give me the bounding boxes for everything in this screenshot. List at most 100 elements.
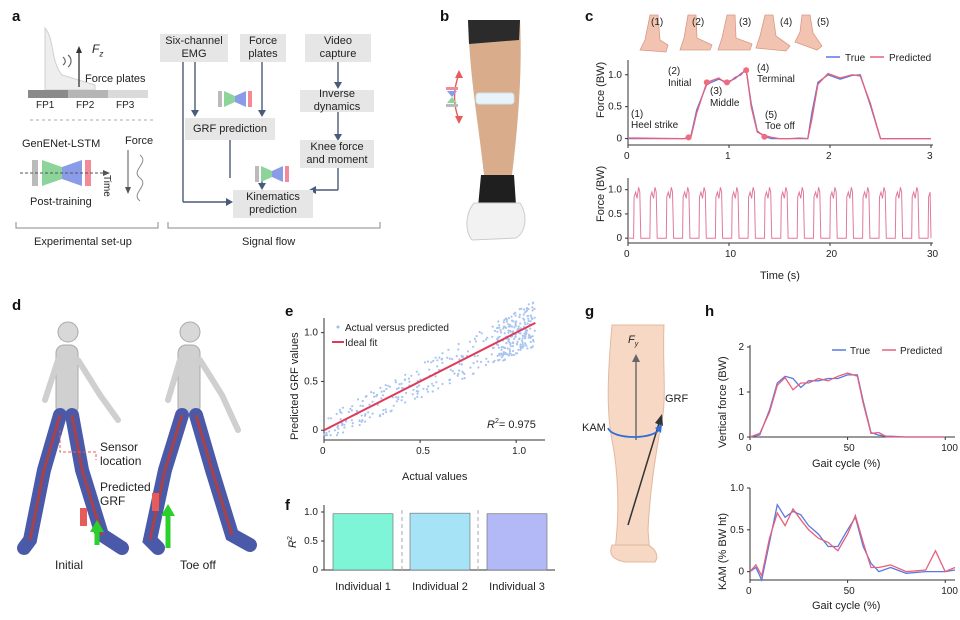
annot-terminal-num: (4) (757, 63, 769, 74)
phase-label-2: (2) (692, 17, 704, 28)
e-point (519, 348, 522, 351)
e-point (408, 380, 411, 383)
e-point (526, 322, 529, 325)
e-point (350, 419, 353, 422)
annot-terminal: Terminal (757, 74, 795, 85)
annot-toeoff-num: (5) (765, 110, 777, 121)
h-top-xtick-label-2: 100 (941, 443, 958, 454)
e-point (525, 330, 528, 333)
e-point (441, 382, 444, 386)
e-point (514, 352, 518, 355)
e-point (375, 395, 378, 398)
plate-fp1 (28, 90, 68, 98)
e-point (370, 391, 373, 394)
e-point (507, 317, 510, 320)
c-bottom-ytick-label-1: 0.5 (608, 209, 622, 220)
h-top-ytick-label-1: 1 (738, 387, 744, 398)
e-point (484, 363, 487, 367)
foot-outline (610, 544, 658, 563)
e-point (487, 360, 490, 363)
e-point (343, 423, 346, 426)
e-xtick-label-0: 0 (320, 446, 326, 457)
e-point (485, 357, 488, 360)
e-point (476, 360, 479, 363)
e-xlabel: Actual values (402, 471, 468, 483)
post-training-label: Post-training (30, 196, 92, 208)
e-point (502, 351, 505, 354)
e-point (329, 434, 332, 437)
f-bar-2 (409, 512, 471, 571)
c-legend-true: True (845, 53, 866, 64)
e-point (479, 360, 483, 363)
e-point (513, 337, 516, 340)
e-point (523, 308, 526, 311)
e-point (401, 395, 404, 399)
h-bottom-xtick-label-0: 0 (746, 586, 752, 597)
e-point (350, 409, 353, 412)
e-point (506, 347, 509, 350)
e-point (509, 343, 512, 346)
e-point (526, 309, 529, 312)
e-point (514, 335, 517, 338)
e-point (505, 320, 508, 323)
e-ticks: 0 0.5 1.0 0 0.5 1.0 (304, 328, 526, 457)
box-video: Video capture (305, 34, 371, 62)
h-top-ytick-label-2: 2 (738, 342, 744, 353)
e-point (385, 387, 388, 391)
sensor-location-label: Sensor location (100, 440, 142, 468)
e-point (484, 338, 488, 341)
e-point (330, 417, 333, 420)
h-bottom-series-true (749, 502, 956, 583)
e-point (398, 383, 401, 386)
panel-letter-a: a (12, 8, 21, 25)
e-point (425, 388, 429, 391)
g-grf-label: GRF (665, 393, 689, 405)
e-point (383, 390, 386, 393)
f-bars: Individual 1 Individual 2 Individual 3 0 0.5… (304, 507, 548, 593)
e-point (503, 319, 506, 322)
e-point (496, 330, 499, 333)
e-point (498, 352, 501, 355)
e-point (453, 372, 456, 375)
e-point (358, 419, 361, 423)
e-point (416, 395, 419, 398)
e-point (382, 409, 385, 412)
f-bar-3 (486, 513, 548, 571)
e-point (461, 356, 464, 359)
e-point (517, 348, 520, 351)
e-point (522, 345, 525, 348)
e-point (533, 329, 536, 332)
e-ytick-label-1: 0.5 (304, 376, 318, 387)
mini-net-b-bot (446, 104, 458, 107)
e-point (405, 391, 408, 395)
c-top-plot: 0 1 2 3 0 0.5 1.0 (608, 66, 933, 162)
f-ylabel: R2 (287, 536, 299, 548)
e-ytick-label-2: 1.0 (304, 328, 318, 339)
e-point (507, 331, 510, 334)
e-point (358, 424, 361, 427)
e-point (436, 359, 439, 362)
mini-net-icon-1 (218, 91, 252, 107)
e-point (417, 384, 421, 387)
f-ytick-label-0: 0 (312, 565, 318, 576)
e-point (361, 404, 364, 408)
e-point (337, 424, 340, 427)
e-point (461, 377, 464, 380)
e-point (400, 382, 403, 385)
annot-middle: Middle (710, 98, 740, 109)
e-point (500, 348, 503, 351)
h-top-xtick-label-1: 50 (844, 443, 856, 454)
e-point (523, 335, 526, 338)
e-point (351, 422, 354, 425)
c-top-ytick-label-0: 0 (616, 134, 622, 145)
e-legend-point (336, 325, 340, 329)
e-point (392, 404, 395, 407)
time-axis-head (125, 187, 131, 194)
e-point (394, 379, 397, 382)
e-point (521, 334, 524, 337)
h-top-plot: 0 50 100 0 1 2 (738, 342, 958, 454)
phase-label-1: (1) (651, 17, 663, 28)
phase-marker-4 (743, 67, 750, 74)
